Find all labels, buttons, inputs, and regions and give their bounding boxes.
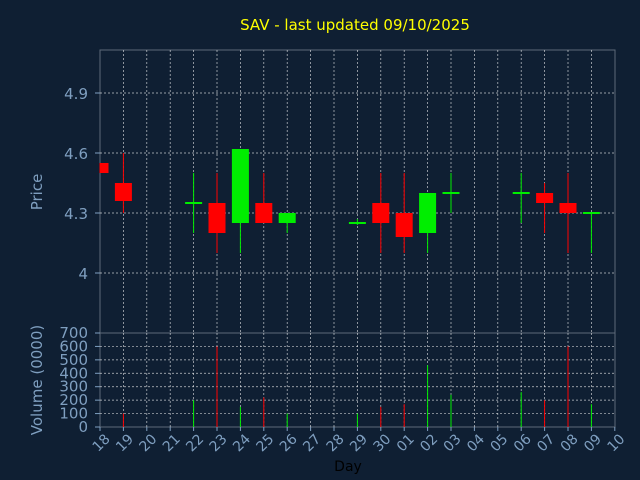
candle-body bbox=[536, 193, 554, 203]
volume-tick-label: 600 bbox=[59, 337, 88, 355]
volume-panel bbox=[99, 332, 616, 428]
x-tick-labels: 18 19 20 21 22 23 24 25 26 27 28 29 30 01 02 03 04 05 06 07… bbox=[90, 427, 628, 455]
x-tick-label: 24 bbox=[230, 431, 254, 455]
candle-body bbox=[372, 203, 390, 223]
x-tick-label: 08 bbox=[558, 431, 582, 455]
x-tick-label: 06 bbox=[511, 431, 535, 455]
x-tick-label: 30 bbox=[370, 431, 394, 455]
x-tick-label: 04 bbox=[464, 431, 488, 455]
x-tick-label: 23 bbox=[207, 431, 231, 455]
price-axis-label: Price bbox=[28, 174, 46, 211]
volume-tick-label: 300 bbox=[59, 378, 88, 396]
candle-body bbox=[395, 213, 413, 237]
x-tick-label: 19 bbox=[113, 431, 137, 455]
x-tick-label: 20 bbox=[136, 431, 160, 455]
volume-tick-label: 100 bbox=[59, 405, 88, 423]
x-tick-label: 21 bbox=[160, 431, 184, 455]
x-tick-label: 28 bbox=[324, 431, 348, 455]
candle-body bbox=[255, 203, 273, 223]
candles bbox=[99, 149, 600, 253]
x-tick-label: 10 bbox=[604, 431, 628, 455]
x-tick-label: 01 bbox=[394, 431, 418, 455]
x-tick-label: 18 bbox=[90, 431, 114, 455]
volume-bars bbox=[122, 346, 592, 427]
x-tick-label: 03 bbox=[441, 431, 465, 455]
candle-body bbox=[208, 203, 226, 233]
x-tick-label: 29 bbox=[347, 431, 371, 455]
price-tick-label: 4 bbox=[78, 265, 88, 283]
candle-body bbox=[278, 213, 296, 223]
x-tick-label: 05 bbox=[487, 431, 511, 455]
x-tick-label: 02 bbox=[417, 431, 441, 455]
x-tick-label: 25 bbox=[253, 431, 277, 455]
x-tick-label: 27 bbox=[300, 431, 324, 455]
candle-body bbox=[559, 203, 577, 213]
volume-tick-label: 400 bbox=[59, 364, 88, 382]
volume-tick-label: 0 bbox=[78, 418, 88, 436]
candle-body bbox=[114, 183, 132, 201]
candle-body bbox=[100, 163, 109, 173]
price-tick-labels: 4 4.3 4.6 4.9 bbox=[64, 85, 100, 283]
x-tick-label: 22 bbox=[183, 431, 207, 455]
price-tick-label: 4.3 bbox=[64, 205, 88, 223]
volume-axis-label: Volume (0000) bbox=[28, 325, 46, 435]
price-tick-label: 4.9 bbox=[64, 85, 88, 103]
x-axis-label: Day bbox=[334, 459, 362, 475]
x-tick-label: 09 bbox=[581, 431, 605, 455]
chart-title: SAV - last updated 09/10/2025 bbox=[240, 16, 470, 34]
candle-body bbox=[231, 149, 249, 223]
price-tick-label: 4.6 bbox=[64, 145, 88, 163]
x-tick-label: 26 bbox=[277, 431, 301, 455]
volume-tick-label: 200 bbox=[59, 391, 88, 409]
candle-body bbox=[419, 193, 437, 233]
volume-tick-label: 500 bbox=[59, 351, 88, 369]
x-tick-label: 07 bbox=[534, 431, 558, 455]
volume-tick-label: 700 bbox=[59, 324, 88, 342]
